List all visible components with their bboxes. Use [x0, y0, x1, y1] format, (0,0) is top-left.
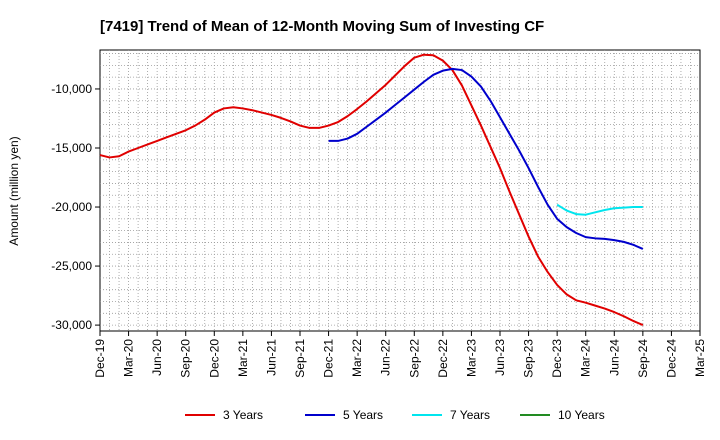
x-tick-label: Jun-22 — [379, 339, 393, 376]
y-tick-label: -30,000 — [51, 318, 92, 332]
x-tick-label: Mar-20 — [122, 339, 136, 377]
x-tick-label: Jun-20 — [150, 339, 164, 376]
x-tick-label: Jun-24 — [607, 339, 621, 376]
x-tick-label: Jun-23 — [493, 339, 507, 376]
y-axis: -10,000 -15,000 -20,000 -25,000 -30,000 — [51, 82, 100, 332]
x-tick-label: Mar-22 — [350, 339, 364, 377]
chart-title: [7419] Trend of Mean of 12-Month Moving … — [100, 18, 544, 35]
series-line — [99, 53, 644, 327]
x-tick-label: Mar-23 — [464, 339, 478, 377]
legend-label: 10 Years — [558, 408, 605, 422]
y-axis-label: Amount (million yen) — [7, 136, 21, 245]
x-tick-label: Dec-20 — [207, 339, 221, 378]
y-tick-label: -10,000 — [51, 82, 92, 96]
x-tick-label: Sep-23 — [522, 339, 536, 378]
series-lines — [99, 53, 644, 327]
x-tick-label: Dec-21 — [322, 339, 336, 378]
series-line — [328, 67, 644, 250]
x-tick-label: Sep-24 — [636, 339, 650, 378]
legend-label: 7 Years — [450, 408, 490, 422]
grid — [100, 50, 700, 331]
x-tick-label: Sep-21 — [293, 339, 307, 378]
x-tick-label: Sep-22 — [407, 339, 421, 378]
x-tick-label: Dec-22 — [436, 339, 450, 378]
x-tick-label: Mar-25 — [693, 339, 707, 377]
legend: 3 Years 5 Years 7 Years 10 Years — [185, 408, 605, 422]
x-axis: Dec-19 Mar-20 Jun-20 Sep-20 Dec-20 Mar-21 Jun-… — [93, 331, 707, 378]
series-line — [556, 203, 643, 216]
x-tick-label: Dec-24 — [664, 339, 678, 378]
legend-label: 3 Years — [223, 408, 263, 422]
x-tick-label: Mar-21 — [236, 339, 250, 377]
x-tick-label: Mar-24 — [579, 339, 593, 377]
x-tick-label: Dec-19 — [93, 339, 107, 378]
y-tick-label: -15,000 — [51, 141, 92, 155]
y-tick-label: -25,000 — [51, 259, 92, 273]
y-tick-label: -20,000 — [51, 200, 92, 214]
x-tick-label: Sep-20 — [179, 339, 193, 378]
x-tick-label: Dec-23 — [550, 339, 564, 378]
x-tick-label: Jun-21 — [264, 339, 278, 376]
plot-area — [99, 49, 701, 332]
legend-label: 5 Years — [343, 408, 383, 422]
